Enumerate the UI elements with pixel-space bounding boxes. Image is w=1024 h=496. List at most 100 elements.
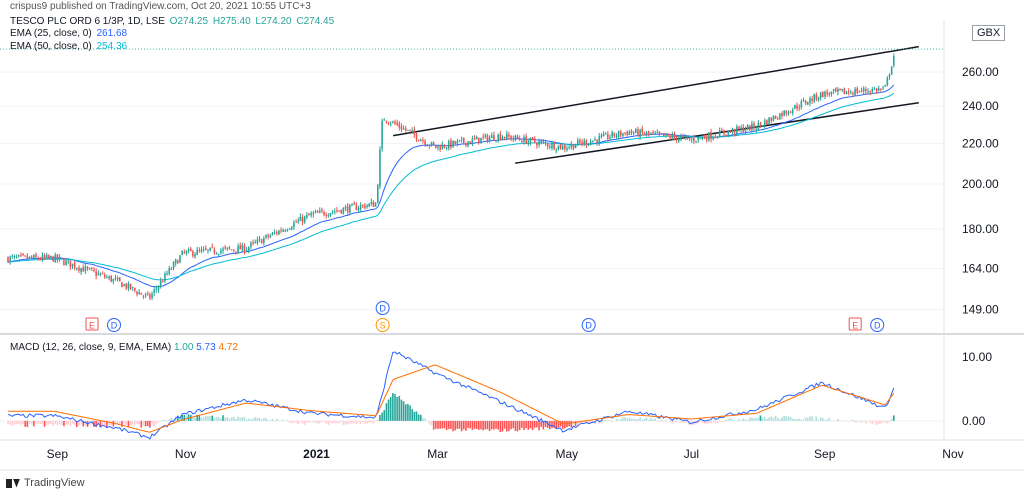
macd-histogram-bar [456, 420, 459, 429]
candle-body [359, 205, 362, 210]
candle-body [385, 120, 388, 123]
macd-histogram-bar [729, 418, 732, 421]
candle-body [822, 91, 824, 98]
macd-histogram-bar [869, 420, 871, 423]
macd-histogram-bar [114, 420, 117, 425]
candle-body [779, 113, 781, 120]
macd-histogram-bar [531, 420, 534, 431]
macd-histogram-bar [340, 420, 343, 423]
macd-histogram-bar [478, 420, 480, 430]
macd-histogram-bar [26, 420, 29, 427]
macd-legend[interactable]: MACD (12, 26, close, 9, EMA, EMA) 1.00 5… [10, 342, 238, 353]
candle-body [338, 210, 340, 212]
candle-body [587, 143, 590, 145]
candle-body [185, 251, 188, 254]
candle-body [731, 128, 734, 133]
candle-body [757, 123, 760, 130]
candle-body [619, 131, 622, 136]
candle-body [254, 241, 257, 243]
macd-histogram-bar [17, 420, 20, 424]
macd-histogram-bar [394, 394, 396, 421]
candle-body [413, 129, 416, 135]
macd-histogram-bar [387, 399, 390, 421]
macd-histogram-bar [721, 420, 723, 423]
ema25-legend[interactable]: EMA (25, close, 0) 261.68 [10, 28, 127, 39]
candle-body [392, 121, 394, 123]
macd-histogram-bar [198, 414, 201, 421]
macd-histogram-bar [54, 420, 57, 424]
ema50-legend[interactable]: EMA (50, close, 0) 254.36 [10, 41, 127, 52]
candle-body [744, 129, 747, 132]
candle-body [366, 205, 368, 207]
macd-histogram-bar [254, 416, 257, 421]
macd-histogram-bar [852, 419, 854, 421]
macd-histogram-bar [144, 420, 147, 427]
macd-histogram-bar [441, 420, 444, 429]
candle-body [260, 239, 263, 244]
macd-histogram-bar [628, 417, 631, 421]
candle-body [314, 211, 317, 213]
candle-body [50, 256, 52, 258]
candle-body [873, 88, 876, 90]
macd-histogram-bar [796, 419, 798, 421]
macd-histogram-bar [271, 418, 274, 421]
event-markers[interactable]: E DDS D E D [85, 301, 885, 332]
macd-histogram-bar [134, 420, 136, 425]
macd-histogram-bar [660, 419, 663, 421]
candle-body [753, 123, 755, 129]
candle-body [886, 77, 889, 86]
candle-body [813, 94, 816, 102]
macd-histogram-bar [422, 418, 424, 421]
candle-body [529, 137, 532, 143]
macd-histogram-bar [757, 417, 760, 421]
candle-body [564, 145, 566, 149]
currency-badge[interactable]: GBX [972, 25, 1006, 41]
candle-body [602, 133, 605, 137]
candle-body [766, 119, 768, 125]
candle-body [626, 131, 628, 135]
macd-histogram-bar [357, 420, 360, 422]
macd-histogram-bar [669, 420, 671, 423]
time-tick-label: Jul [684, 447, 699, 461]
candle-body [364, 205, 366, 209]
candle-body [516, 136, 519, 139]
ema50-label: EMA (50, close, 0) [10, 41, 92, 52]
macd-histogram-bar [314, 420, 317, 423]
symbol-legend[interactable]: TESCO PLC ORD 6 1/3P, 1D, LSE O274.25 H2… [10, 16, 334, 27]
macd-histogram-bar [280, 420, 282, 422]
candle-body [665, 133, 667, 136]
macd-histogram-bar [510, 420, 512, 430]
macd-histogram-bar [30, 420, 33, 425]
macd-histogram-bar [647, 419, 650, 421]
candle-body [845, 91, 848, 95]
macd-histogram-bar [368, 420, 370, 424]
macd-histogram-bar [824, 420, 826, 421]
macd-histogram-bar [22, 420, 24, 424]
candle-body [110, 275, 112, 282]
candle-body [357, 208, 360, 211]
candle-body [45, 254, 48, 258]
candle-body [48, 255, 50, 258]
macd-histogram-bar [684, 420, 687, 423]
macd-histogram-bar [344, 420, 347, 425]
candle-body [306, 214, 308, 218]
macd-histogram-bar [843, 420, 846, 422]
macd-histogram-bar [411, 409, 413, 421]
macd-histogram-bar [624, 417, 626, 421]
candle-body [697, 136, 699, 140]
macd-histogram-bar [858, 420, 861, 421]
candle-body [772, 116, 775, 121]
candle-body [361, 204, 364, 206]
macd-histogram-bar [172, 419, 175, 421]
macd-histogram-bar [447, 420, 450, 430]
candle-body [482, 136, 484, 138]
candle-body [106, 277, 108, 279]
macd-histogram-bar [867, 420, 869, 422]
candle-body [686, 136, 689, 138]
macd-histogram-bar [450, 420, 452, 429]
macd-histogram-bar [35, 420, 37, 424]
macd-histogram-bar [723, 420, 725, 422]
candle-body [323, 211, 325, 215]
candle-body [566, 148, 568, 151]
